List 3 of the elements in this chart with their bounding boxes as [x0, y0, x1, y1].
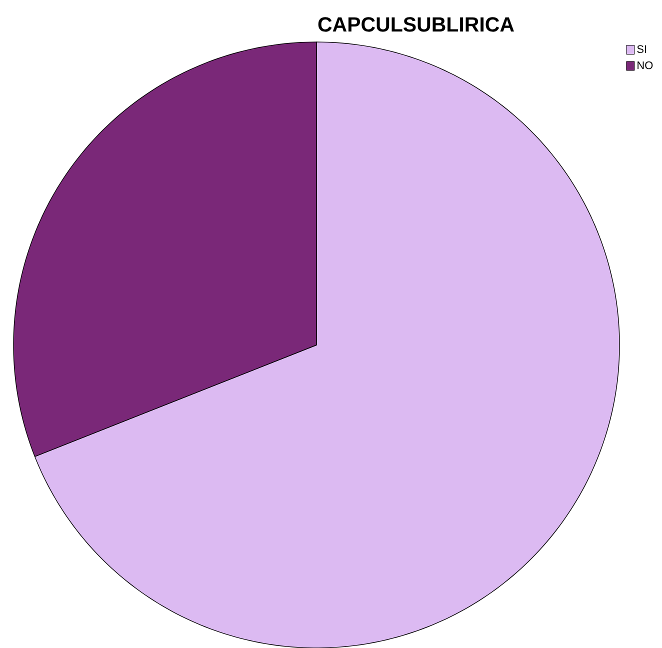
legend-label: NO — [638, 61, 653, 70]
chart-title: CAPCULSUBLIRICA — [318, 17, 514, 32]
slice-label: SI — [637, 45, 646, 53]
